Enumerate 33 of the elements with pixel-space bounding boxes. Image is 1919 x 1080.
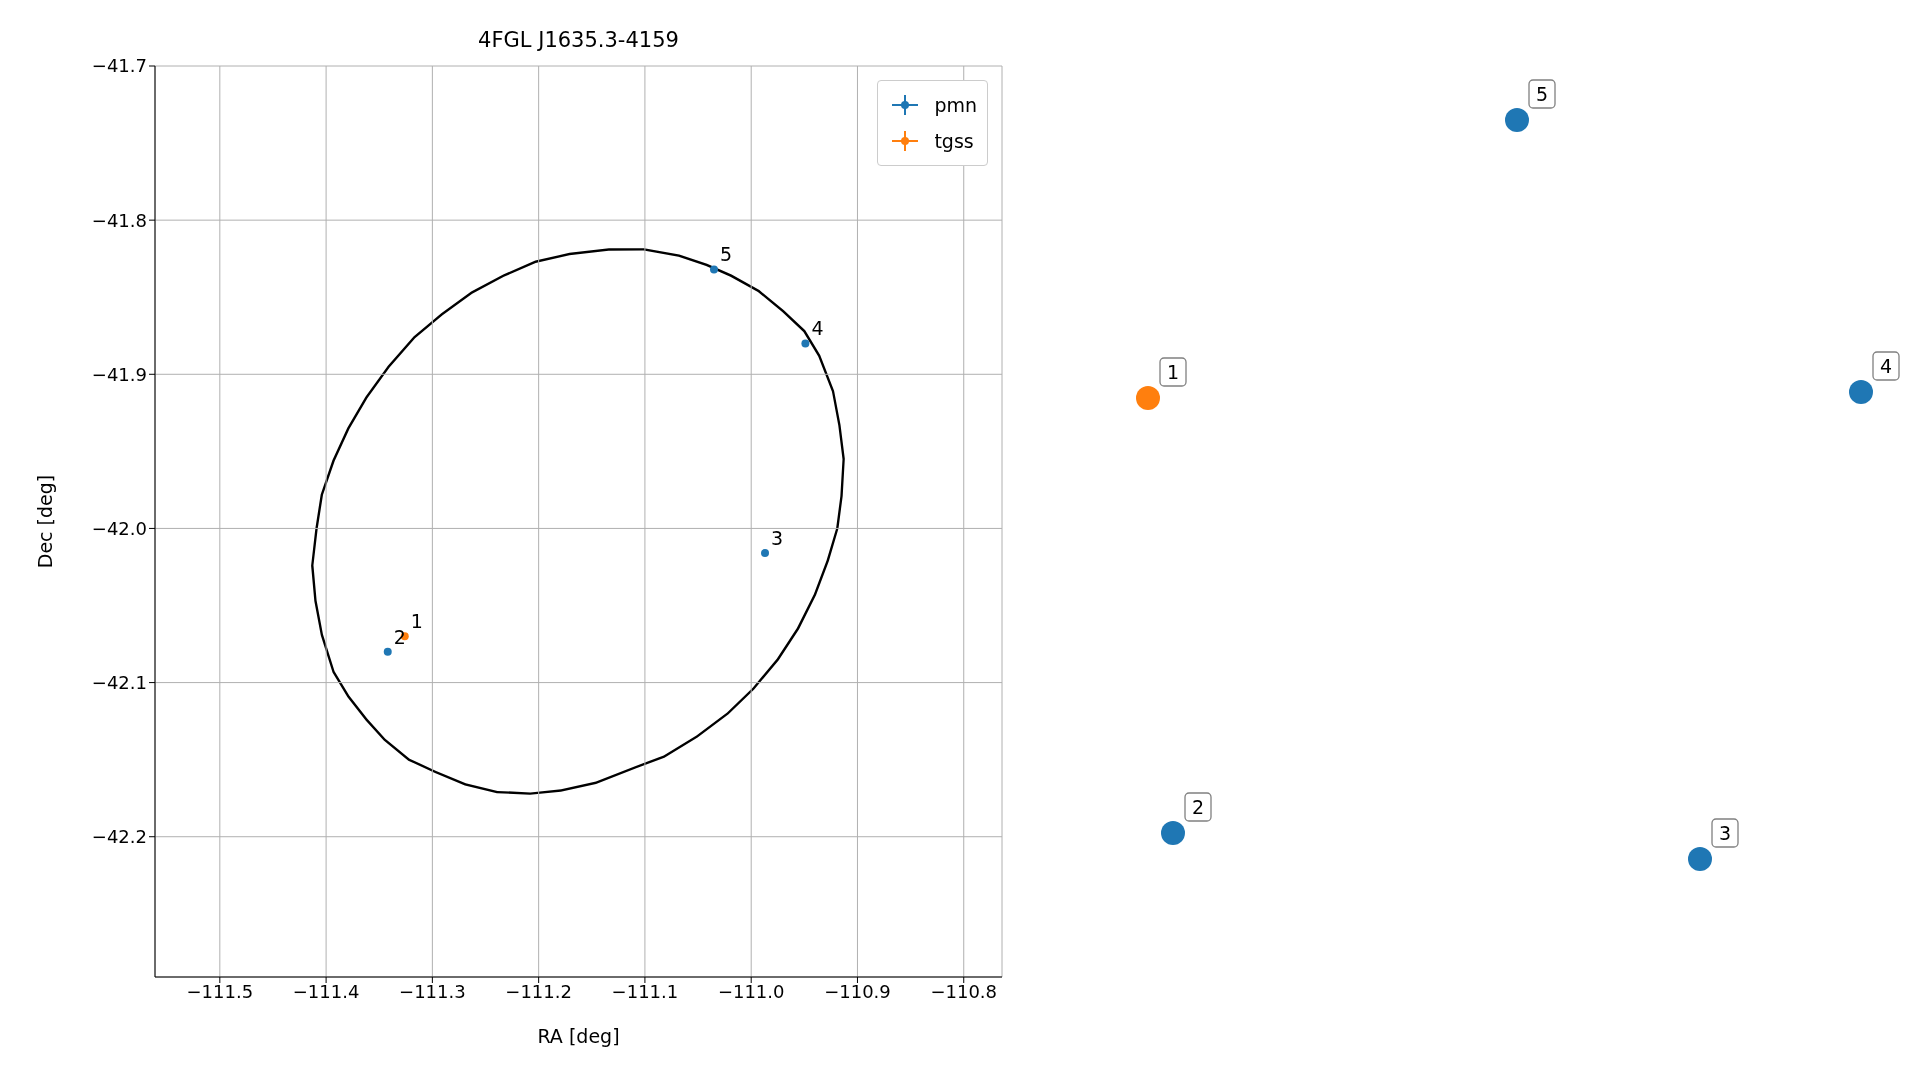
point (383, 647, 392, 656)
text: 4 (1879, 355, 1893, 377)
chart-title: 4FGL J1635.3-4159 (477, 28, 680, 52)
y-tick-label: −42.2 (91, 826, 147, 848)
y-axis-title: Dec [deg] (33, 474, 56, 569)
x-axis-title: RA [deg] (537, 1025, 620, 1047)
x-tick-label: −111.0 (717, 980, 785, 1002)
annotation: 5 (720, 243, 733, 266)
text: 2 (1191, 796, 1205, 818)
y-tick-label: −42.1 (91, 671, 147, 693)
text: 5 (1535, 83, 1549, 105)
annotation: 2 (393, 625, 406, 648)
annotation: 3 (771, 527, 784, 550)
y-tick-label: −41.7 (91, 55, 147, 77)
y-tick-label: −41.9 (91, 363, 147, 385)
x-tick-label: −110.8 (930, 980, 998, 1002)
x-tick-label: −111.4 (292, 980, 360, 1002)
text: 1 (1166, 361, 1180, 383)
point (710, 265, 718, 274)
x-tick-label: −111.1 (611, 980, 679, 1002)
point (761, 549, 770, 558)
x-tick-label: −111.3 (399, 980, 466, 1002)
x-tick-label: −110.9 (824, 980, 891, 1002)
point (801, 339, 810, 348)
x-tick-label: −111.2 (505, 980, 572, 1002)
y-tick-label: −42.0 (91, 517, 147, 539)
text: 3 (1718, 822, 1732, 844)
legend-label: tgss (934, 130, 974, 152)
legend-label: pmn (934, 94, 977, 116)
annotation: 4 (811, 317, 824, 340)
y-tick-label: −41.8 (91, 209, 147, 231)
annotation: 1 (410, 610, 423, 633)
x-tick-label: −111.5 (186, 980, 254, 1002)
